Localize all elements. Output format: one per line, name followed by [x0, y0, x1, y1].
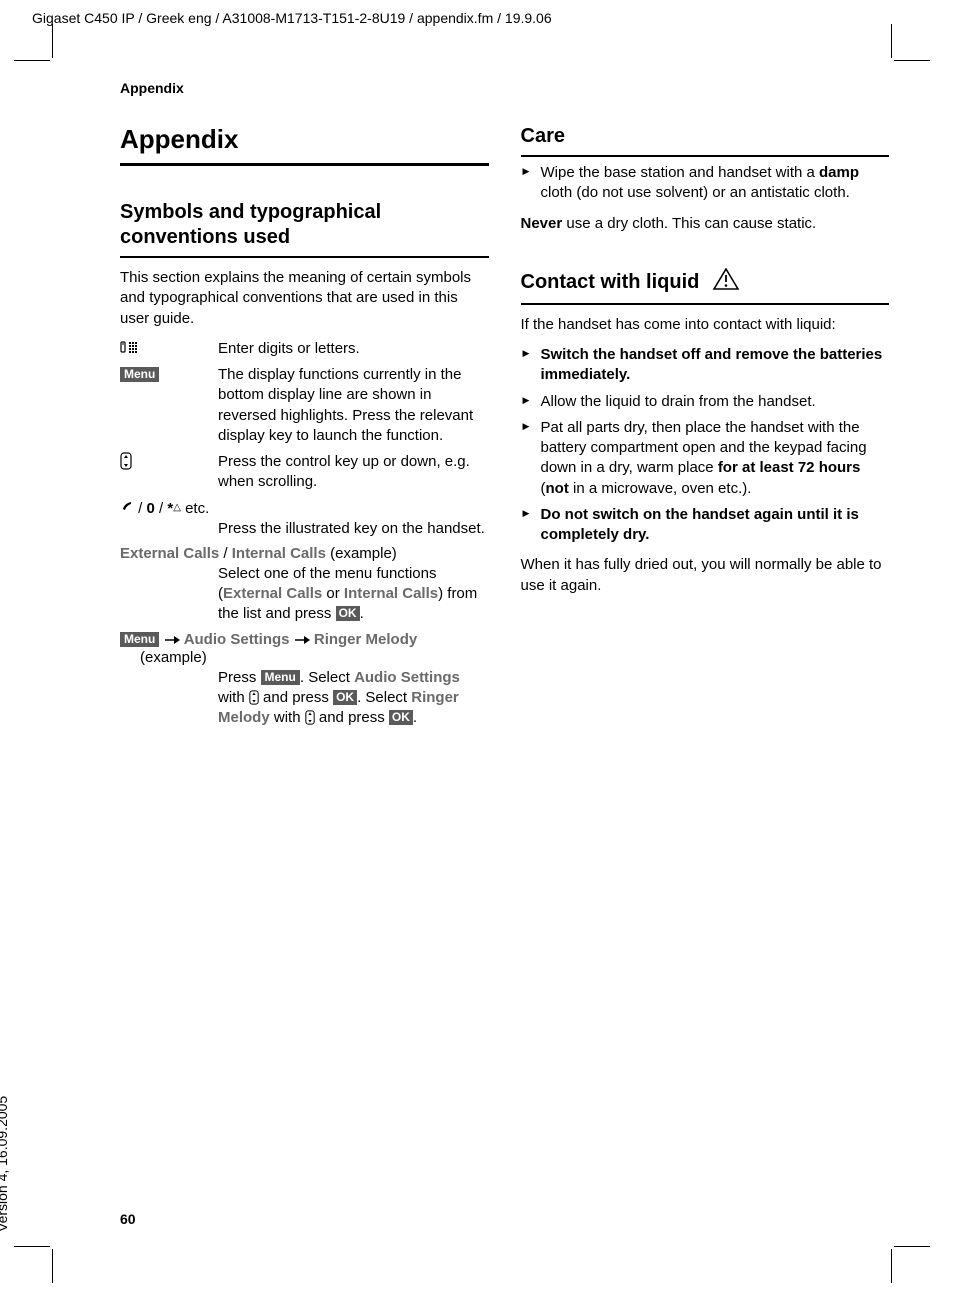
def-row-menu-path: Menu Audio Settings Ringer Melody (examp…	[120, 631, 489, 729]
menu-badge: Menu	[261, 670, 300, 685]
control-key-icon	[249, 689, 259, 706]
slash: /	[223, 545, 231, 562]
page-number: 60	[120, 1211, 136, 1227]
def-row-example-calls: External Calls / Internal Calls (example…	[120, 545, 489, 625]
list-item: Wipe the base station and handset with a…	[521, 163, 890, 204]
control-key-icon	[305, 709, 315, 726]
intro-text: This section explains the meaning of cer…	[120, 268, 489, 329]
liquid-list: Switch the handset off and remove the ba…	[521, 345, 890, 545]
external-calls-label: External Calls	[120, 545, 219, 562]
list-item: Pat all parts dry, then place the handse…	[521, 418, 890, 499]
control-key-icon	[120, 452, 218, 493]
internal-calls-label: Internal Calls	[232, 545, 326, 562]
arrow-icon	[164, 632, 180, 649]
arrow-icon	[294, 632, 310, 649]
example-head: External Calls / Internal Calls (example…	[120, 545, 489, 562]
heading-care: Care	[521, 124, 890, 157]
care-list: Wipe the base station and handset with a…	[521, 163, 890, 204]
example-tail: (example)	[330, 545, 397, 562]
def-text: Press the illustrated key on the handset…	[218, 519, 489, 539]
right-column: Care Wipe the base station and handset w…	[521, 124, 890, 734]
heading-symbols: Symbols and typographical conventions us…	[120, 200, 489, 258]
keypad-icon	[120, 339, 218, 359]
running-head: Appendix	[120, 80, 889, 96]
crop-mark	[894, 60, 930, 61]
crop-mark	[891, 1249, 892, 1283]
def-text: Press the control key up or down, e.g. w…	[218, 452, 489, 493]
crop-mark	[894, 1246, 930, 1247]
crop-mark	[14, 60, 50, 61]
def-row-controlkey: Press the control key up or down, e.g. w…	[120, 452, 489, 493]
call-key-icon	[120, 499, 134, 513]
list-item: Switch the handset off and remove the ba…	[521, 345, 890, 386]
warning-icon	[713, 273, 739, 295]
def-text: Select one of the menu functions (Extern…	[218, 564, 489, 625]
menu-path-head: Menu Audio Settings Ringer Melody (examp…	[120, 631, 489, 666]
ok-badge: OK	[389, 710, 413, 725]
ringer-melody-label: Ringer Melody	[314, 631, 417, 648]
triangle-key-icon: △	[173, 502, 181, 513]
care-never: Never use a dry cloth. This can cause st…	[521, 214, 890, 234]
crop-mark	[891, 24, 892, 58]
menu-badge: Menu	[120, 632, 159, 647]
left-column: Appendix Symbols and typographical conve…	[120, 124, 489, 734]
crop-mark	[14, 1246, 50, 1247]
liquid-intro: If the handset has come into contact wit…	[521, 315, 890, 335]
def-row-keypad: Enter digits or letters.	[120, 339, 489, 359]
def-text: Press Menu. Select Audio Settings with a…	[218, 668, 489, 729]
menu-badge-term: Menu	[120, 365, 218, 446]
def-text: The display functions currently in the b…	[218, 365, 489, 446]
slash: /	[138, 500, 146, 517]
ok-badge: OK	[336, 606, 360, 621]
page-body: Appendix Appendix Symbols and typographi…	[120, 80, 889, 1227]
def-row-menu: Menu The display functions currently in …	[120, 365, 489, 446]
doc-version: Version 4, 16.09.2005	[0, 1096, 10, 1232]
example-tail: (example)	[140, 649, 207, 666]
ok-badge: OK	[333, 690, 357, 705]
liquid-outro: When it has fully dried out, you will no…	[521, 555, 890, 596]
list-item: Allow the liquid to drain from the hands…	[521, 392, 890, 412]
doc-header-path: Gigaset C450 IP / Greek eng / A31008-M17…	[32, 10, 552, 26]
title-appendix: Appendix	[120, 124, 489, 166]
audio-settings-label: Audio Settings	[184, 631, 290, 648]
keys-term: / 0 / *△ etc.	[120, 499, 489, 517]
crop-mark	[52, 24, 53, 58]
two-columns: Appendix Symbols and typographical conve…	[120, 124, 889, 734]
etc-text: etc.	[185, 500, 209, 517]
def-text: Enter digits or letters.	[218, 339, 489, 359]
def-row-keys: / 0 / *△ etc. Press the illustrated key …	[120, 499, 489, 539]
list-item: Do not switch on the handset again until…	[521, 505, 890, 546]
crop-mark	[52, 1249, 53, 1283]
menu-badge: Menu	[120, 367, 159, 382]
heading-liquid: Contact with liquid	[521, 268, 890, 305]
zero-key: 0	[147, 500, 155, 517]
